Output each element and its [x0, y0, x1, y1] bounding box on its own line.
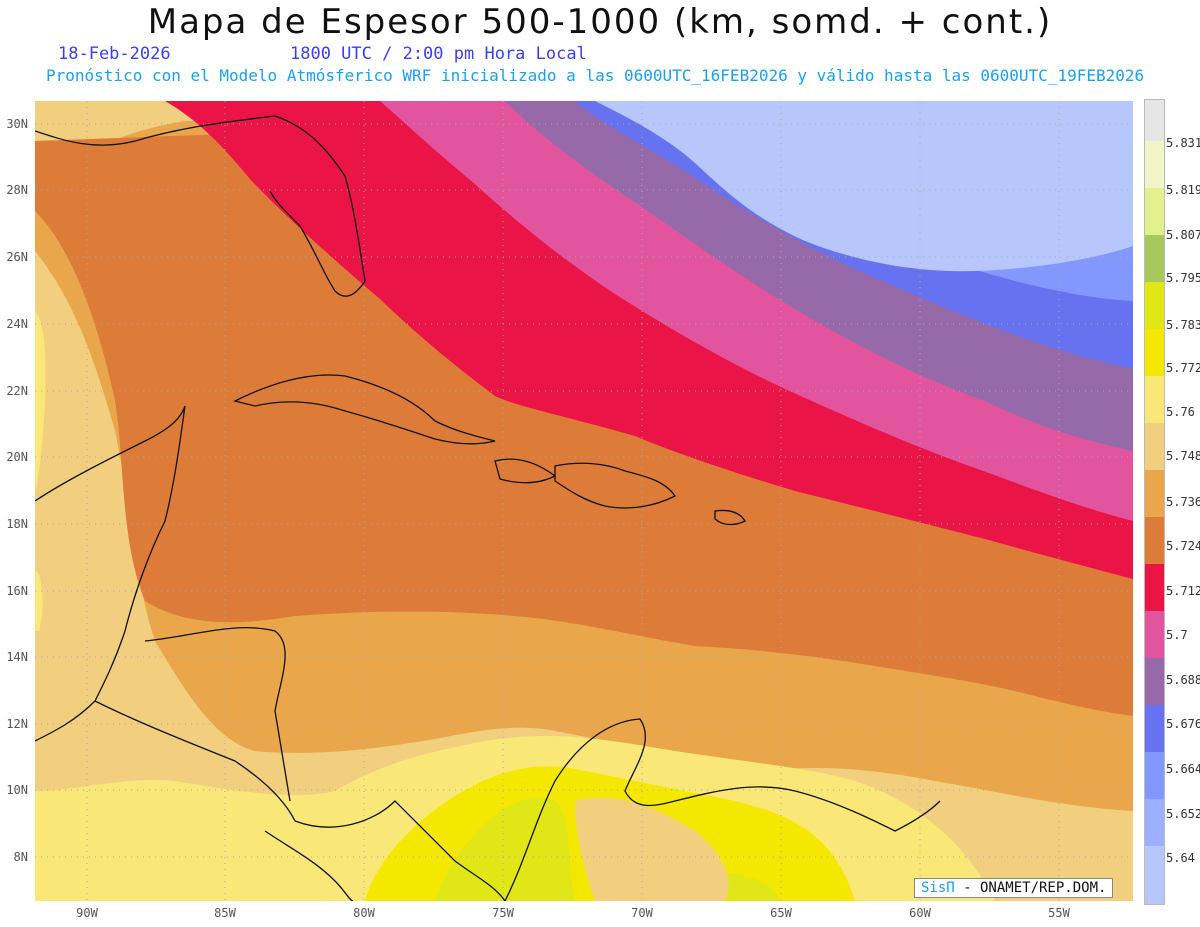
colorbar-segment — [1145, 188, 1164, 235]
colorbar-label: 5.795 — [1166, 271, 1200, 285]
lat-tick: 30N — [6, 117, 28, 131]
colorbar-segment — [1145, 846, 1164, 904]
band-5748-lobe — [575, 797, 729, 901]
lat-tick: 8N — [13, 850, 28, 864]
lon-tick: 90W — [76, 906, 98, 920]
colorbar-segment — [1145, 611, 1164, 658]
colorbar-label: 5.724 — [1166, 539, 1200, 553]
lat-tick: 22N — [6, 384, 28, 398]
colorbar-label: 5.807 — [1166, 228, 1200, 242]
colorbar-segment — [1145, 423, 1164, 470]
colorbar-label: 5.664 — [1166, 762, 1200, 776]
forecast-date: 18-Feb-2026 — [58, 44, 171, 64]
brand-logo: SisΠ — [921, 880, 955, 896]
lon-tick: 60W — [909, 906, 931, 920]
lat-tick: 24N — [6, 317, 28, 331]
colorbar-label: 5.712 — [1166, 584, 1200, 598]
colorbar-segment — [1145, 376, 1164, 423]
band-5783 — [435, 797, 780, 901]
lat-tick: 26N — [6, 250, 28, 264]
colorbar — [1144, 99, 1165, 905]
colorbar-label: 5.772 — [1166, 361, 1200, 375]
lon-tick: 65W — [770, 906, 792, 920]
colorbar-segment — [1145, 752, 1164, 799]
model-description: Pronóstico con el Modelo Atmósferico WRF… — [46, 66, 1145, 85]
thickness-map — [35, 101, 1133, 901]
coastlines — [35, 115, 941, 901]
colorbar-label: 5.64 — [1166, 851, 1195, 865]
colorbar-segment — [1145, 705, 1164, 752]
colorbar-segment — [1145, 470, 1164, 517]
lat-tick: 20N — [6, 450, 28, 464]
colorbar-label: 5.676 — [1166, 717, 1200, 731]
colorbar-segment — [1145, 141, 1164, 188]
map-canvas — [35, 101, 1133, 901]
colorbar-label: 5.7 — [1166, 628, 1188, 642]
graticule — [35, 101, 1133, 901]
lat-tick: 14N — [6, 650, 28, 664]
lat-tick: 16N — [6, 584, 28, 598]
band-5760-west — [35, 311, 46, 631]
lat-tick: 10N — [6, 783, 28, 797]
colorbar-label: 5.736 — [1166, 495, 1200, 509]
lon-tick: 70W — [631, 906, 653, 920]
credit-box: SisΠ - ONAMET/REP.DOM. — [914, 878, 1114, 898]
lat-tick: 18N — [6, 517, 28, 531]
colorbar-segment — [1145, 658, 1164, 705]
map-title: Mapa de Espesor 500-1000 (km, somd. + co… — [147, 2, 1053, 42]
colorbar-label: 5.652 — [1166, 807, 1200, 821]
band-5652 — [570, 101, 1133, 272]
credit-text: - ONAMET/REP.DOM. — [954, 880, 1107, 896]
colorbar-label: 5.76 — [1166, 405, 1195, 419]
colorbar-label: 5.688 — [1166, 673, 1200, 687]
forecast-time: 1800 UTC / 2:00 pm Hora Local — [290, 44, 587, 64]
colorbar-label: 5.831 — [1166, 136, 1200, 150]
colorbar-segment — [1145, 564, 1164, 611]
colorbar-segment — [1145, 235, 1164, 282]
lat-tick: 28N — [6, 183, 28, 197]
lon-tick: 55W — [1048, 906, 1070, 920]
colorbar-segment — [1145, 329, 1164, 376]
lon-tick: 75W — [492, 906, 514, 920]
lat-tick: 12N — [6, 717, 28, 731]
colorbar-label: 5.819 — [1166, 183, 1200, 197]
colorbar-segment — [1145, 517, 1164, 564]
lon-tick: 80W — [353, 906, 375, 920]
colorbar-segment — [1145, 100, 1164, 141]
colorbar-label: 5.783 — [1166, 318, 1200, 332]
lon-tick: 85W — [214, 906, 236, 920]
colorbar-segment — [1145, 282, 1164, 329]
colorbar-label: 5.748 — [1166, 449, 1200, 463]
colorbar-segment — [1145, 799, 1164, 846]
